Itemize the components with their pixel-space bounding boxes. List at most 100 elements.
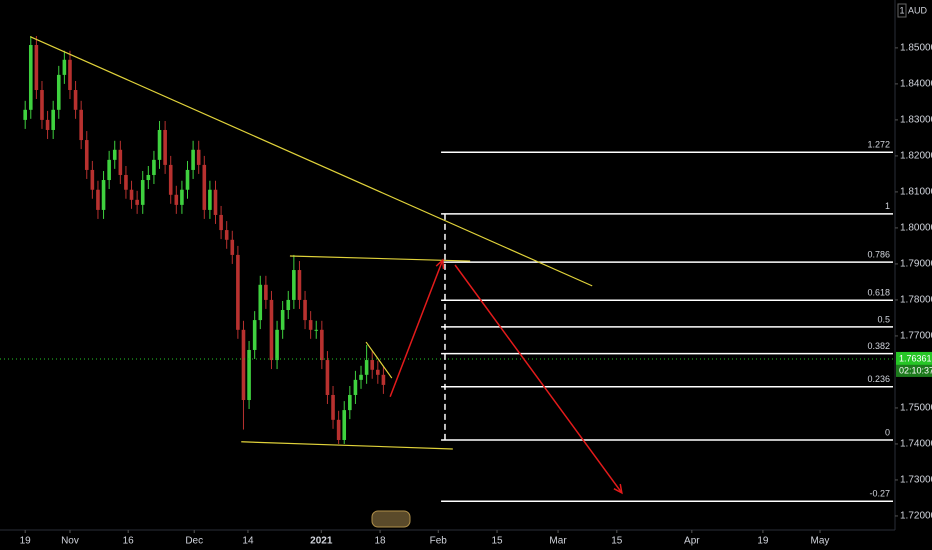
fib-label: 0 bbox=[885, 427, 890, 437]
candle-body bbox=[236, 254, 240, 330]
candle-body bbox=[202, 164, 207, 210]
candle-body bbox=[146, 174, 151, 181]
candle-body bbox=[258, 284, 263, 321]
candle-body bbox=[370, 360, 375, 370]
x-tick-label: 15 bbox=[491, 536, 503, 547]
candle-body bbox=[264, 284, 268, 300]
candle-body bbox=[247, 349, 251, 401]
x-tick-label: 14 bbox=[242, 536, 254, 547]
candle-body bbox=[325, 360, 330, 395]
trend-line bbox=[29, 36, 593, 287]
candle-body bbox=[376, 369, 380, 375]
price-axis-panel bbox=[895, 0, 932, 550]
candle-body bbox=[314, 329, 319, 331]
candle-body bbox=[331, 394, 335, 420]
candle-body bbox=[208, 189, 212, 210]
candle-body bbox=[292, 270, 296, 300]
candle-body bbox=[135, 199, 139, 205]
x-tick-label: 16 bbox=[123, 536, 135, 547]
x-tick-label: 19 bbox=[757, 536, 769, 547]
candle-body bbox=[275, 329, 279, 361]
candle-body bbox=[140, 180, 145, 205]
candle-body bbox=[118, 149, 123, 175]
candle-body bbox=[28, 45, 33, 110]
y-tick-label: 1.75000 bbox=[900, 403, 932, 414]
fib-label: 1 bbox=[885, 201, 890, 211]
candle-body bbox=[364, 360, 369, 375]
candle-body bbox=[196, 149, 201, 165]
trend-line bbox=[241, 441, 453, 450]
y-tick-label: 1.80000 bbox=[900, 223, 932, 234]
candle-body bbox=[353, 379, 358, 395]
arrow-line bbox=[389, 259, 444, 398]
x-tick-label: 2021 bbox=[310, 536, 333, 547]
y-tick-label: 1.81000 bbox=[900, 187, 932, 198]
candle-body bbox=[303, 299, 307, 321]
y-tick-label: 1.77000 bbox=[900, 331, 932, 342]
candle-body bbox=[219, 214, 223, 231]
candle-body bbox=[185, 169, 190, 190]
candle-body bbox=[90, 169, 95, 190]
candle-body bbox=[129, 189, 134, 200]
y-tick-label: 1.79000 bbox=[900, 259, 932, 270]
y-tick-label: 1.74000 bbox=[900, 439, 932, 450]
candle-body bbox=[213, 189, 218, 215]
x-tick-label: 15 bbox=[611, 536, 623, 547]
fib-label: 0.236 bbox=[867, 374, 890, 384]
candle-body bbox=[191, 149, 195, 170]
x-tick-label: 19 bbox=[20, 536, 32, 547]
y-tick-label: 1.73000 bbox=[900, 475, 932, 486]
countdown: 02:10:37 bbox=[899, 365, 932, 375]
candle-body bbox=[168, 164, 173, 195]
candle-body bbox=[79, 109, 83, 141]
scale-mode-box[interactable] bbox=[897, 3, 907, 18]
arrow-head bbox=[613, 483, 623, 495]
replay-icon[interactable] bbox=[371, 510, 411, 528]
y-tick-label: 1.82000 bbox=[900, 151, 932, 162]
candle-body bbox=[56, 74, 61, 110]
candle-body bbox=[68, 59, 72, 91]
countdown-box bbox=[896, 364, 932, 377]
candle-body bbox=[230, 239, 235, 255]
candle-body bbox=[73, 90, 78, 110]
y-tick-label: 1.78000 bbox=[900, 295, 932, 306]
candle-body bbox=[381, 374, 386, 385]
candle-body bbox=[34, 45, 39, 91]
candle-body bbox=[163, 129, 167, 165]
candle-body bbox=[280, 310, 285, 330]
candle-body bbox=[180, 189, 184, 205]
candle-body bbox=[174, 194, 179, 205]
candle-body bbox=[84, 140, 89, 170]
candle-body bbox=[224, 230, 229, 240]
candle-body bbox=[269, 299, 274, 361]
fib-label: 0.5 bbox=[877, 314, 890, 324]
arrow-head bbox=[435, 258, 445, 269]
x-tick-label: 18 bbox=[374, 536, 386, 547]
x-tick-label: Mar bbox=[549, 536, 567, 547]
arrow-line bbox=[454, 264, 623, 494]
trend-line bbox=[289, 255, 471, 262]
candle-body bbox=[45, 119, 50, 130]
fib-label: 0.618 bbox=[867, 288, 890, 298]
candle-body bbox=[101, 180, 106, 210]
x-tick-label: Apr bbox=[684, 536, 700, 547]
candle-body bbox=[23, 109, 27, 120]
candle-body bbox=[152, 159, 156, 175]
fib-label: 0.382 bbox=[867, 341, 890, 351]
candle-body bbox=[241, 329, 246, 401]
scale-mode[interactable]: 1 bbox=[899, 5, 904, 15]
candle-body bbox=[336, 419, 341, 440]
candle-body bbox=[342, 410, 347, 440]
candle-body bbox=[124, 174, 128, 190]
candle-body bbox=[286, 299, 291, 311]
y-tick-label: 1.84000 bbox=[900, 79, 932, 90]
axis-unit: AUD bbox=[908, 5, 928, 15]
trend-line bbox=[365, 341, 393, 379]
current-price-label: 1.76361 bbox=[899, 353, 932, 363]
x-tick-label: May bbox=[811, 536, 830, 547]
fib-label: 1.272 bbox=[867, 140, 890, 150]
candle-body bbox=[320, 329, 324, 361]
x-tick-label: Nov bbox=[61, 536, 79, 547]
candle-body bbox=[359, 374, 363, 380]
